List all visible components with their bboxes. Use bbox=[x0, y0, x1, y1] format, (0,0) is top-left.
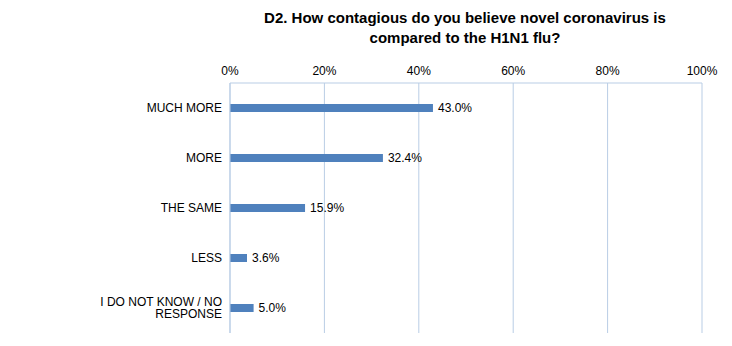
svg-text:40%: 40% bbox=[407, 64, 431, 78]
svg-text:5.0%: 5.0% bbox=[259, 301, 287, 315]
svg-text:80%: 80% bbox=[596, 64, 620, 78]
svg-text:I DO NOT KNOW / NORESPONSE: I DO NOT KNOW / NORESPONSE bbox=[100, 295, 222, 321]
svg-text:LESS: LESS bbox=[191, 251, 222, 265]
svg-text:15.9%: 15.9% bbox=[310, 201, 344, 215]
html-text:D2. How contagious do you beli: D2. How contagious do you believe novel … bbox=[264, 9, 666, 46]
svg-text:3.6%: 3.6% bbox=[252, 251, 280, 265]
svg-text:20%: 20% bbox=[312, 64, 336, 78]
svg-text:60%: 60% bbox=[501, 64, 525, 78]
svg-text:100%: 100% bbox=[687, 64, 718, 78]
svg-text:43.0%: 43.0% bbox=[438, 101, 472, 115]
svg-text:32.4%: 32.4% bbox=[388, 151, 422, 165]
svg-text:THE SAME: THE SAME bbox=[161, 201, 222, 215]
svg-text:MORE: MORE bbox=[186, 151, 222, 165]
svg-text:0%: 0% bbox=[221, 64, 239, 78]
svg-text:MUCH MORE: MUCH MORE bbox=[147, 101, 222, 115]
